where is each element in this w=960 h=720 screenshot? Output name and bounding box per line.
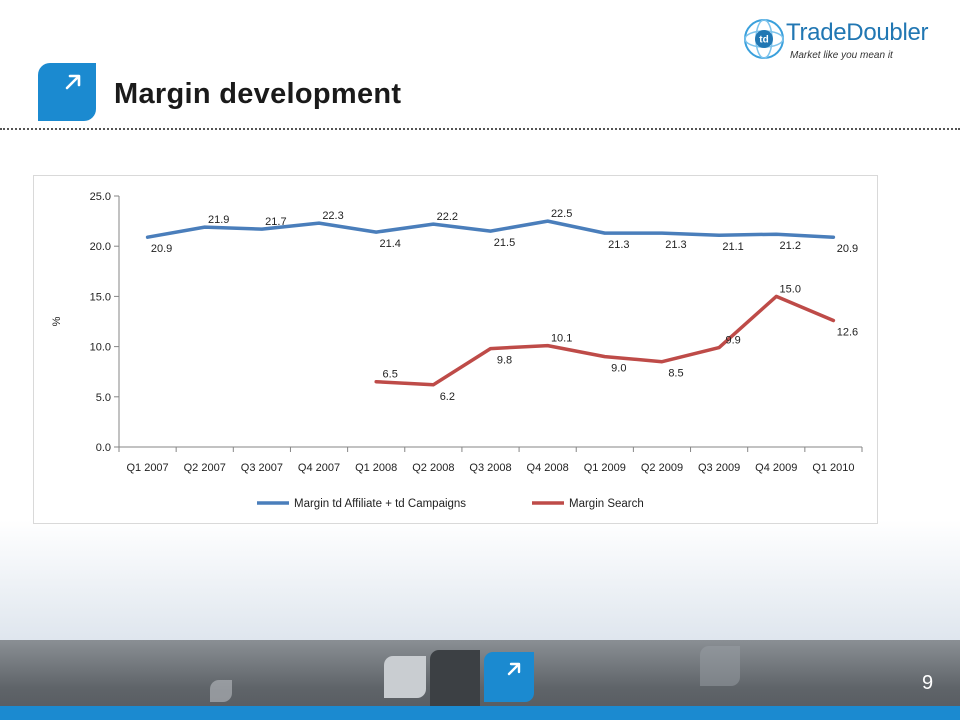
x-tick-label: Q3 2008 <box>469 462 511 474</box>
footer-deco-square <box>484 652 534 702</box>
x-tick-label: Q4 2007 <box>298 462 340 474</box>
data-label: 21.2 <box>780 240 801 252</box>
x-tick-label: Q3 2007 <box>241 462 283 474</box>
data-label: 6.2 <box>440 391 455 403</box>
arrow-up-right-icon <box>507 662 521 676</box>
legend-label-2: Margin Search <box>569 498 644 510</box>
data-label: 15.0 <box>780 283 801 295</box>
series-line-1 <box>145 219 836 239</box>
data-label: 9.9 <box>725 335 740 347</box>
page-title: Margin development <box>114 78 402 110</box>
data-label: 22.5 <box>551 208 572 220</box>
x-tick-label: Q4 2008 <box>527 462 569 474</box>
series-lines <box>145 219 836 387</box>
data-label: 22.2 <box>437 211 458 223</box>
data-label: 21.7 <box>265 216 286 228</box>
x-tick-label: Q4 2009 <box>755 462 797 474</box>
x-tick-label: Q2 2007 <box>184 462 226 474</box>
footer-deco-square <box>210 680 232 702</box>
y-tick-label: 10.0 <box>90 342 111 354</box>
y-tick-label: 25.0 <box>90 191 111 203</box>
background-gradient <box>0 520 960 640</box>
page-number: 9 <box>922 672 934 694</box>
y-tick-label: 5.0 <box>96 392 111 404</box>
chart-canvas: 0.0 5.0 10.0 15.0 20.0 25.0% Q1 2007 Q2 2007 Q3 … <box>51 191 863 510</box>
data-label: 10.1 <box>551 333 572 345</box>
data-label: 12.6 <box>837 326 858 338</box>
y-tick-label: 20.0 <box>90 241 111 253</box>
x-tick-label: Q1 2007 <box>126 462 168 474</box>
data-label: 21.3 <box>608 239 629 251</box>
series-line-2 <box>374 294 836 387</box>
legend-label-1: Margin td Affiliate + td Campaigns <box>294 498 466 510</box>
axes: 0.0 5.0 10.0 15.0 20.0 25.0% Q1 2007 Q2 2007 Q3 … <box>51 191 863 474</box>
data-label: 21.4 <box>379 238 400 250</box>
data-label: 21.9 <box>208 214 229 226</box>
logo-badge-text: td <box>759 35 768 46</box>
data-label: 20.9 <box>837 243 858 255</box>
arrow-up-right-icon <box>65 74 81 90</box>
tradedoubler-logo: td TradeDoubler Market like you mean it <box>742 17 942 67</box>
footer-deco-square <box>384 656 426 698</box>
footer-deco-square <box>700 646 740 686</box>
margin-chart: 0.0 5.0 10.0 15.0 20.0 25.0% Q1 2007 Q2 2007 Q3 … <box>33 175 878 524</box>
data-label: 6.5 <box>383 369 398 381</box>
title-arrow-badge <box>38 63 96 121</box>
logo-name: TradeDoubler <box>786 19 929 46</box>
data-label: 21.1 <box>722 241 743 253</box>
footer-accent-line <box>0 706 960 720</box>
x-tick-label: Q1 2010 <box>812 462 854 474</box>
x-tick-label: Q2 2009 <box>641 462 683 474</box>
title-divider <box>0 128 960 130</box>
globe-icon: td <box>744 19 784 59</box>
y-tick-label: 15.0 <box>90 291 111 303</box>
x-tick-label: Q3 2009 <box>698 462 740 474</box>
data-label: 8.5 <box>668 368 683 380</box>
data-label: 20.9 <box>151 243 172 255</box>
x-tick-label: Q2 2008 <box>412 462 454 474</box>
data-label: 22.3 <box>322 210 343 222</box>
data-label: 21.3 <box>665 239 686 251</box>
data-label: 9.0 <box>611 363 626 375</box>
y-axis-title: % <box>51 316 63 326</box>
x-tick-label: Q1 2009 <box>584 462 626 474</box>
logo-tagline: Market like you mean it <box>790 50 893 61</box>
x-tick-label: Q1 2008 <box>355 462 397 474</box>
data-label: 21.5 <box>494 237 515 249</box>
data-label: 9.8 <box>497 355 512 367</box>
legend: Margin td Affiliate + td Campaigns Margin… <box>257 498 644 510</box>
y-tick-label: 0.0 <box>96 442 111 454</box>
data-labels: 20.9 21.9 21.7 22.3 21.4 22.2 21.5 22.5 21.3 21.3… <box>151 208 858 403</box>
